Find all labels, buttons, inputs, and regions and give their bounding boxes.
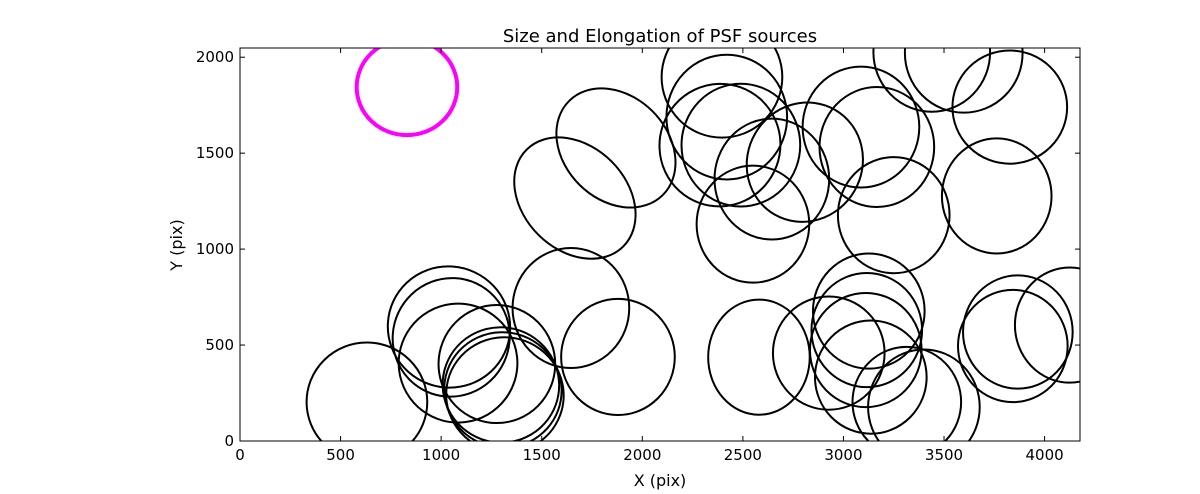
y-tick-label: 0 xyxy=(224,432,234,450)
y-tick-label: 1000 xyxy=(196,240,234,258)
psf-ellipse xyxy=(658,82,782,208)
ellipse-layer xyxy=(305,48,1080,441)
x-tick-label: 3500 xyxy=(925,446,963,464)
x-tick-label: 2000 xyxy=(623,446,661,464)
psf-ellipse xyxy=(397,302,519,424)
psf-ellipse xyxy=(771,295,886,411)
psf-ellipse xyxy=(660,48,784,139)
psf-ellipse xyxy=(818,86,936,208)
axis-ticks: 0 500 1000 1500 2000 2500 3000 3500 4000 0 500 1000… xyxy=(196,48,1080,464)
psf-ellipse xyxy=(680,82,802,208)
chart-title: Size and Elongation of PSF sources xyxy=(503,26,817,47)
psf-ellipse xyxy=(386,265,512,389)
x-axis-label: X (pix) xyxy=(634,471,687,490)
psf-ellipse xyxy=(695,164,811,284)
psf-ellipse xyxy=(851,345,963,441)
y-tick-label: 500 xyxy=(205,336,234,354)
psf-ellipse xyxy=(745,101,864,223)
plot-frame xyxy=(239,47,1081,442)
psf-ellipse xyxy=(903,48,1024,114)
psf-ellipse xyxy=(511,247,631,369)
psf-ellipse xyxy=(441,326,561,441)
psf-ellipse xyxy=(555,87,677,209)
psf-ellipse xyxy=(443,331,563,441)
highlighted-psf-ellipse xyxy=(354,48,460,138)
x-tick-label: 3000 xyxy=(824,446,862,464)
x-tick-label: 500 xyxy=(326,446,355,464)
psf-ellipse xyxy=(811,252,926,370)
psf-ellipse xyxy=(957,288,1069,404)
psf-ellipse xyxy=(872,48,992,113)
x-tick-label: 0 xyxy=(235,446,245,464)
psf-ellipse xyxy=(867,348,981,441)
psf-ellipse xyxy=(445,336,565,441)
y-tick-label: 1500 xyxy=(196,144,234,162)
psf-ellipse xyxy=(1013,266,1080,384)
psf-ellipse xyxy=(836,156,951,275)
psf-ellipse xyxy=(951,49,1069,165)
x-tick-label: 4000 xyxy=(1026,446,1064,464)
y-tick-label: 2000 xyxy=(196,48,234,66)
psf-ellipse xyxy=(305,341,429,441)
psf-ellipse xyxy=(810,271,924,389)
psf-ellipse xyxy=(560,297,676,416)
psf-ellipse xyxy=(513,136,637,260)
x-tick-label: 1500 xyxy=(523,446,561,464)
psf-ellipse xyxy=(962,274,1074,390)
psf-ellipse xyxy=(813,319,928,435)
psf-ellipse xyxy=(940,137,1053,255)
x-tick-label: 2500 xyxy=(724,446,762,464)
x-tick-label: 1000 xyxy=(422,446,460,464)
psf-ellipse xyxy=(391,277,511,398)
psf-ellipse xyxy=(801,65,921,189)
y-axis-label: Y (pix) xyxy=(167,219,186,271)
